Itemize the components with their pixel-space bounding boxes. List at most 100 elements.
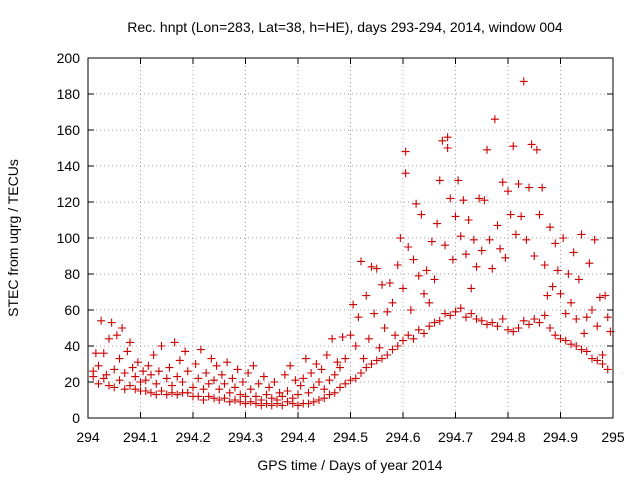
data-point bbox=[120, 369, 129, 377]
data-point bbox=[546, 324, 554, 332]
data-point bbox=[451, 307, 460, 316]
data-point bbox=[372, 356, 381, 365]
y-tick-label: 80 bbox=[64, 266, 80, 282]
data-point bbox=[420, 329, 428, 338]
data-point bbox=[123, 347, 132, 356]
data-point bbox=[304, 388, 313, 397]
data-point bbox=[362, 291, 371, 300]
data-point bbox=[588, 354, 596, 363]
data-point bbox=[456, 304, 465, 313]
data-point bbox=[351, 374, 360, 383]
data-point bbox=[441, 241, 449, 250]
data-point bbox=[483, 320, 491, 329]
data-point bbox=[388, 345, 397, 354]
y-tick-label: 180 bbox=[57, 86, 81, 102]
y-tick-label: 140 bbox=[57, 158, 81, 174]
y-tick-label: 40 bbox=[64, 338, 80, 354]
data-point bbox=[91, 349, 100, 358]
data-point bbox=[236, 397, 245, 406]
data-point bbox=[406, 306, 415, 314]
data-point bbox=[351, 342, 360, 350]
data-point bbox=[99, 349, 108, 358]
data-point bbox=[561, 309, 570, 318]
data-point bbox=[425, 322, 434, 331]
data-point bbox=[309, 383, 318, 392]
y-tick-label: 160 bbox=[57, 122, 81, 138]
data-point bbox=[170, 338, 179, 347]
data-point bbox=[115, 354, 124, 363]
data-point bbox=[254, 379, 263, 388]
data-point bbox=[370, 309, 379, 318]
data-point bbox=[252, 392, 260, 401]
data-point bbox=[141, 387, 150, 395]
data-point bbox=[115, 376, 124, 385]
y-tick-label: 200 bbox=[57, 50, 81, 66]
data-point bbox=[480, 196, 489, 205]
data-point bbox=[249, 361, 258, 370]
data-point bbox=[582, 313, 591, 322]
data-point bbox=[265, 383, 274, 392]
data-point bbox=[514, 180, 523, 188]
data-point bbox=[485, 235, 494, 244]
data-point bbox=[514, 324, 523, 332]
data-point bbox=[595, 293, 604, 302]
x-tick-label: 294.2 bbox=[175, 429, 210, 445]
data-point bbox=[288, 394, 297, 403]
data-point bbox=[168, 381, 176, 390]
data-point bbox=[401, 147, 410, 156]
data-point bbox=[149, 351, 158, 359]
data-point bbox=[131, 372, 140, 381]
data-point bbox=[504, 325, 512, 334]
data-point bbox=[538, 183, 547, 192]
data-point bbox=[603, 313, 612, 322]
data-point bbox=[383, 351, 392, 359]
data-point bbox=[346, 376, 355, 385]
data-point bbox=[393, 342, 402, 350]
data-point bbox=[388, 298, 397, 307]
data-point bbox=[152, 379, 161, 388]
x-tick-label: 294.8 bbox=[490, 429, 525, 445]
data-point bbox=[467, 309, 476, 318]
data-point bbox=[330, 370, 339, 379]
data-point bbox=[535, 210, 544, 219]
data-point bbox=[273, 396, 281, 404]
data-point bbox=[336, 363, 344, 372]
data-point bbox=[378, 280, 386, 289]
data-point bbox=[336, 383, 344, 392]
data-point bbox=[196, 345, 205, 354]
data-point bbox=[262, 399, 271, 408]
grid-layer bbox=[88, 58, 613, 418]
data-point bbox=[320, 385, 329, 394]
data-point bbox=[446, 194, 455, 203]
data-point bbox=[238, 378, 247, 386]
data-point bbox=[110, 383, 119, 392]
data-point bbox=[493, 322, 502, 331]
data-point bbox=[322, 351, 331, 359]
data-point bbox=[147, 388, 155, 397]
data-point bbox=[459, 196, 468, 205]
data-point bbox=[283, 387, 292, 395]
data-point bbox=[417, 210, 426, 219]
data-point bbox=[438, 136, 447, 145]
data-point bbox=[173, 390, 182, 399]
data-point bbox=[530, 315, 539, 323]
data-point bbox=[519, 316, 528, 325]
data-point bbox=[396, 234, 405, 242]
data-point bbox=[469, 235, 478, 244]
data-point bbox=[483, 145, 491, 154]
data-point bbox=[220, 379, 229, 388]
data-point bbox=[228, 374, 237, 383]
data-point bbox=[582, 347, 591, 356]
data-point bbox=[391, 331, 400, 340]
data-point bbox=[94, 361, 103, 370]
data-point bbox=[509, 142, 518, 151]
data-point bbox=[136, 378, 145, 386]
data-point bbox=[126, 338, 134, 347]
data-point bbox=[564, 270, 573, 278]
data-point bbox=[488, 264, 497, 273]
data-point bbox=[183, 367, 192, 376]
data-point bbox=[540, 261, 549, 269]
data-point bbox=[414, 271, 423, 280]
data-point bbox=[107, 318, 116, 327]
data-point bbox=[349, 300, 358, 309]
